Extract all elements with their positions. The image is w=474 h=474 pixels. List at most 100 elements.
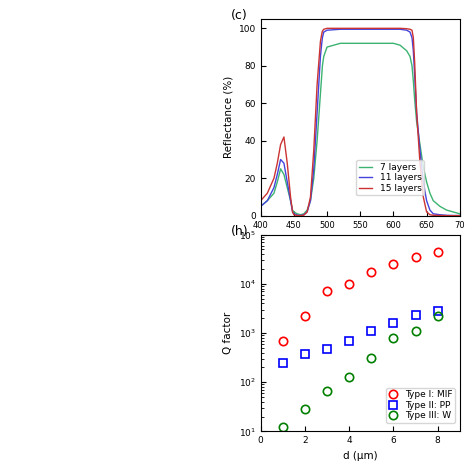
11 layers (291, 211, 297, 217)
15 layers (324, 26, 330, 31)
Line: 7 layers: 7 layers (261, 43, 460, 215)
7 layers (288, 198, 293, 203)
Type III: W: (7, 1.1e+03): W: (7, 1.1e+03) (413, 328, 419, 334)
11 layers (281, 160, 287, 166)
11 layers (427, 207, 433, 213)
11 layers (377, 27, 383, 32)
X-axis label: d (μm): d (μm) (343, 451, 378, 461)
7 layers (278, 166, 283, 172)
15 layers (364, 26, 370, 31)
7 layers (298, 212, 303, 218)
11 layers (294, 212, 300, 218)
11 layers (407, 29, 413, 35)
15 layers (417, 160, 423, 166)
15 layers (407, 27, 413, 32)
15 layers (304, 209, 310, 215)
11 layers (304, 209, 310, 215)
11 layers (311, 166, 317, 172)
11 layers (430, 211, 436, 217)
7 layers (404, 48, 410, 54)
11 layers (321, 29, 327, 35)
15 layers (294, 213, 300, 219)
Type II: PP: (4, 700): PP: (4, 700) (346, 338, 352, 344)
7 layers (291, 209, 297, 215)
11 layers (288, 198, 293, 203)
11 layers (414, 110, 419, 116)
11 layers (417, 147, 423, 153)
11 layers (420, 179, 426, 185)
7 layers (284, 185, 290, 191)
15 layers (427, 212, 433, 218)
11 layers (397, 27, 403, 32)
7 layers (409, 63, 415, 69)
11 layers (364, 27, 370, 32)
15 layers (450, 213, 456, 219)
15 layers (391, 26, 396, 31)
Type II: PP: (1, 250): PP: (1, 250) (280, 360, 286, 365)
11 layers (319, 40, 325, 46)
Type I: MIF: (2, 2.2e+03): MIF: (2, 2.2e+03) (302, 313, 308, 319)
7 layers (281, 172, 287, 177)
11 layers (391, 27, 396, 32)
7 layers (314, 138, 320, 144)
11 layers (324, 27, 330, 33)
11 layers (319, 35, 325, 41)
15 layers (424, 209, 429, 215)
7 layers (301, 211, 307, 217)
11 layers (278, 156, 283, 162)
7 layers (430, 198, 436, 203)
7 layers (437, 203, 443, 209)
15 layers (444, 213, 449, 219)
Text: (c): (c) (231, 9, 247, 22)
Type II: PP: (7, 2.3e+03): PP: (7, 2.3e+03) (413, 312, 419, 318)
15 layers (290, 209, 295, 215)
15 layers (291, 212, 297, 218)
7 layers (397, 42, 403, 48)
7 layers (271, 191, 277, 196)
11 layers (450, 213, 456, 219)
7 layers (318, 91, 323, 97)
Text: (h): (h) (231, 225, 248, 238)
15 layers (318, 38, 323, 44)
7 layers (337, 40, 343, 46)
15 layers (288, 194, 293, 200)
7 layers (457, 211, 463, 217)
11 layers (412, 73, 418, 78)
7 layers (294, 211, 300, 217)
11 layers (424, 198, 429, 203)
Y-axis label: Q factor: Q factor (223, 312, 233, 354)
Type I: MIF: (7, 3.5e+04): MIF: (7, 3.5e+04) (413, 254, 419, 260)
Line: Type I: MIF: Type I: MIF (279, 247, 442, 345)
Type I: MIF: (6, 2.5e+04): MIF: (6, 2.5e+04) (391, 261, 396, 267)
Type I: MIF: (5, 1.7e+04): MIF: (5, 1.7e+04) (368, 270, 374, 275)
11 layers (274, 172, 280, 177)
X-axis label: Wavelength (nm): Wavelength (nm) (315, 235, 405, 245)
7 layers (324, 44, 330, 50)
7 layers (319, 63, 325, 69)
Line: Type III: W: Type III: W (279, 312, 442, 432)
15 layers (319, 28, 325, 34)
15 layers (410, 35, 416, 41)
11 layers (318, 54, 323, 59)
Type I: MIF: (8, 4.5e+04): MIF: (8, 4.5e+04) (435, 249, 440, 255)
11 layers (258, 203, 264, 209)
11 layers (308, 198, 313, 203)
Type II: PP: (5, 1.1e+03): PP: (5, 1.1e+03) (368, 328, 374, 334)
15 layers (258, 198, 264, 203)
Type III: W: (1, 12): W: (1, 12) (280, 425, 286, 430)
15 layers (274, 160, 280, 166)
7 layers (417, 142, 423, 147)
Type III: W: (8, 2.2e+03): W: (8, 2.2e+03) (435, 313, 440, 319)
Type III: W: (5, 310): W: (5, 310) (368, 355, 374, 361)
7 layers (311, 175, 317, 181)
7 layers (450, 209, 456, 215)
15 layers (337, 26, 343, 31)
11 layers (337, 27, 343, 32)
7 layers (290, 207, 295, 213)
15 layers (281, 134, 287, 140)
7 layers (427, 191, 433, 196)
15 layers (308, 194, 313, 200)
11 layers (437, 212, 443, 218)
11 layers (271, 185, 277, 191)
15 layers (412, 59, 418, 65)
